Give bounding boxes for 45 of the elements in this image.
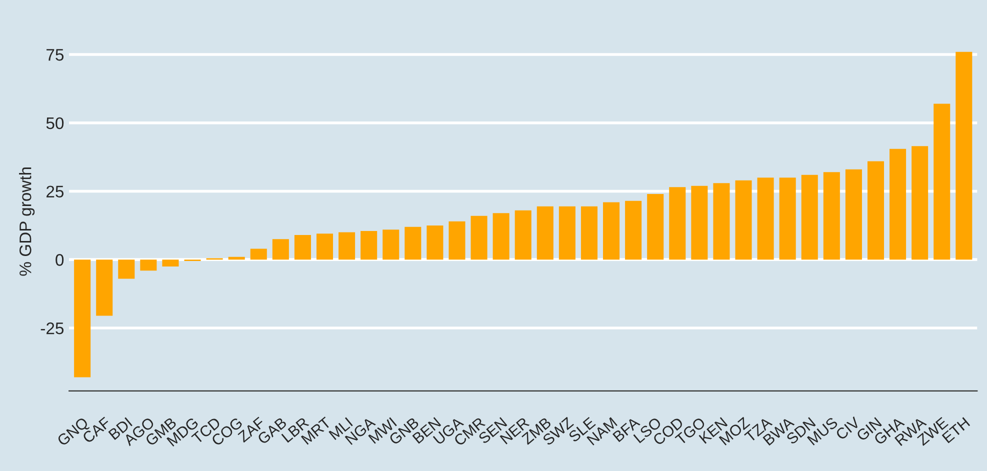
y-axis-title: % GDP growth [19,167,35,276]
bar [448,221,466,260]
bar [713,183,730,260]
bar [294,235,311,260]
bar [272,239,289,260]
bar [823,172,840,260]
bar [691,186,708,260]
bar [669,187,686,260]
bar [250,248,267,260]
bar [779,178,796,260]
bar [890,148,906,260]
bar [74,260,91,378]
bar [96,260,113,316]
bar [580,206,598,260]
bar [514,210,532,260]
bar [801,174,818,260]
bar [735,180,752,260]
bar [757,178,774,260]
bar [162,260,179,266]
bar [558,206,576,260]
bar [228,256,245,260]
bar [382,230,400,260]
bar [647,194,664,260]
y-tick-label: 75 [46,49,64,61]
bar [625,200,642,260]
bar [316,234,334,260]
bar [492,213,510,260]
y-tick-label: 50 [46,117,64,130]
y-tick-label: -25 [40,322,64,334]
bar [603,202,620,260]
bar [934,104,950,260]
bar [404,226,422,260]
bar [360,230,378,260]
y-tick-label: 0 [56,254,64,266]
bar [956,52,972,260]
bar [912,146,928,260]
bar [426,225,444,260]
bar [140,260,157,271]
bar [470,216,488,260]
bar [536,206,554,260]
bar [338,232,356,260]
bar [867,161,884,260]
bar [845,169,862,260]
bar [118,260,135,279]
y-tick-label: 25 [46,186,64,198]
